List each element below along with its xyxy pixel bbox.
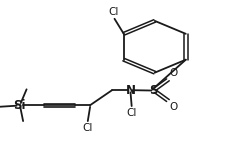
Text: O: O	[170, 102, 178, 112]
Text: Cl: Cl	[83, 123, 93, 133]
Text: Si: Si	[13, 99, 26, 112]
Text: N: N	[125, 84, 136, 97]
Text: S: S	[149, 84, 158, 97]
Text: Cl: Cl	[127, 108, 137, 118]
Text: Cl: Cl	[108, 7, 119, 17]
Text: O: O	[170, 68, 178, 78]
